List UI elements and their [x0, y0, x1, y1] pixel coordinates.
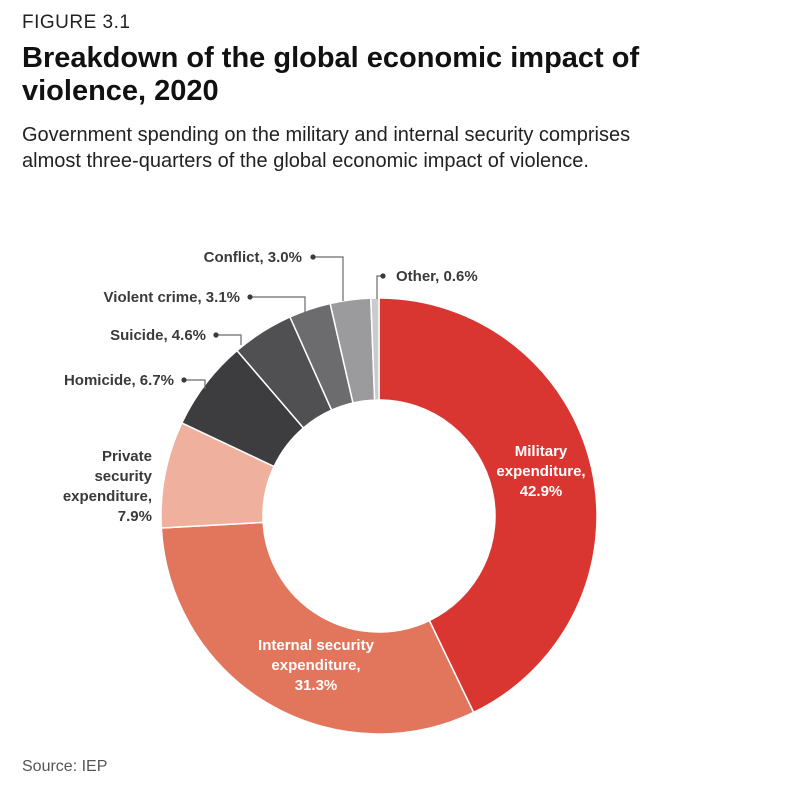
slice-internal-security-expenditure	[160, 521, 475, 735]
leader-dot-other	[380, 273, 386, 279]
leader-dot-conflict	[310, 254, 316, 260]
label-military-expenditure-line-2: expenditure,	[496, 463, 585, 480]
leader-line-other	[376, 275, 383, 299]
leader-line-homicide	[184, 379, 206, 389]
chart-subtitle: Government spending on the military and …	[22, 124, 631, 172]
slice-military-expenditure	[378, 297, 598, 714]
label-other: Other, 0.6%	[396, 268, 478, 285]
label-internal-security-expenditure-line-1: Internal security	[258, 637, 375, 654]
source-note: Source: IEP	[22, 758, 108, 775]
label-suicide: Suicide, 4.6%	[110, 327, 206, 344]
leader-line-suicide	[216, 334, 242, 345]
label-private-security-expenditure-line-1: Private	[102, 448, 152, 465]
leader-line-violent-crime	[250, 296, 306, 312]
slice-other	[370, 297, 380, 401]
label-private-security-expenditure-line-4: 7.9%	[118, 508, 152, 525]
label-conflict: Conflict, 3.0%	[204, 249, 302, 266]
leader-dot-suicide	[213, 332, 219, 338]
label-internal-security-expenditure-line-3: 31.3%	[295, 677, 338, 694]
leader-line-conflict	[313, 256, 344, 301]
label-military-expenditure-line-1: Military	[515, 443, 568, 460]
label-military-expenditure-line-3: 42.9%	[520, 483, 563, 500]
label-violent-crime: Violent crime, 3.1%	[104, 289, 240, 306]
label-private-security-expenditure-line-2: security	[94, 468, 152, 485]
figure-label: FIGURE 3.1	[22, 12, 131, 33]
chart-title: Breakdown of the global economic impact …	[22, 42, 640, 107]
label-homicide: Homicide, 6.7%	[64, 372, 174, 389]
label-private-security-expenditure-line-3: expenditure,	[63, 488, 152, 505]
label-internal-security-expenditure-line-2: expenditure,	[271, 657, 360, 674]
leader-dot-homicide	[181, 377, 187, 383]
leader-dot-violent-crime	[247, 294, 253, 300]
